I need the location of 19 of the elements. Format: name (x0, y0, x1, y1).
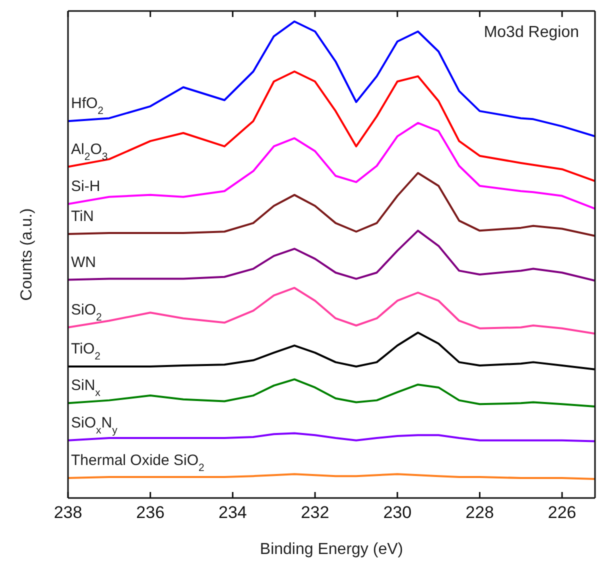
series-label: Si-H (71, 178, 100, 195)
series-label: HfO$_{2}$ (71, 95, 104, 118)
series-label: SiO$_{x}$N$_{y}$ (71, 414, 118, 436)
series-label: TiN (71, 208, 94, 226)
x-tick-label: 226 (548, 503, 576, 522)
x-tick-label: 238 (54, 503, 82, 522)
x-tick-label: 236 (136, 503, 165, 522)
x-tick-label: 234 (218, 503, 247, 522)
x-tick-label: 232 (300, 503, 330, 522)
series-label: Thermal Oxide SiO$_{2}$ (71, 452, 205, 474)
series-label: SiO$_{2}$ (71, 301, 102, 324)
series-label: TiO$_{2}$ (71, 340, 101, 362)
series-label: SiN$_{x}$ (71, 377, 102, 400)
y-axis-title: Counts (a.u.) (18, 208, 36, 301)
series-label: WN (71, 254, 96, 271)
annotation: Mo3d Region (484, 24, 579, 42)
x-tick-label: 230 (383, 503, 412, 522)
x-tick-label: 228 (466, 503, 494, 522)
x-axis-title: Binding Energy (eV) (260, 541, 404, 558)
